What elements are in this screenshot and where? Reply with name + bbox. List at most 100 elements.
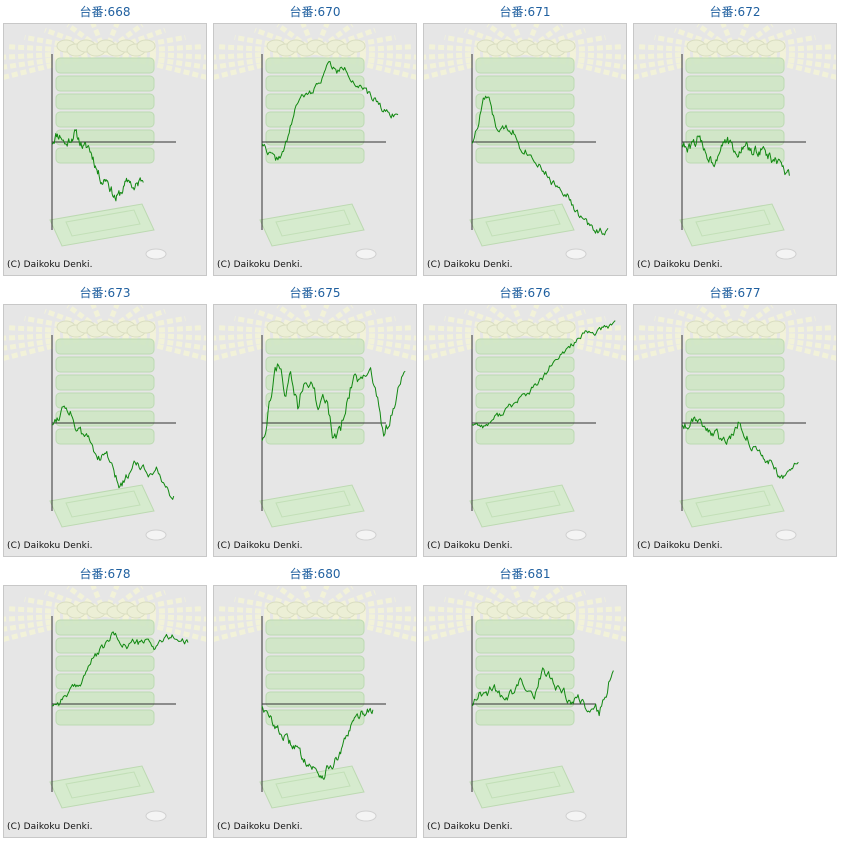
small-coin bbox=[355, 529, 377, 541]
bottom-tray-inner bbox=[695, 209, 771, 237]
chart-title-link[interactable]: 台番:670 bbox=[289, 5, 341, 19]
copyright-label: (C) Daikoku Denki. bbox=[427, 260, 513, 270]
slot-machine-background bbox=[424, 586, 626, 837]
tray bbox=[265, 637, 365, 654]
tray bbox=[265, 619, 365, 636]
ray bbox=[524, 611, 626, 642]
bottom-tray-inner bbox=[65, 771, 141, 799]
ray bbox=[524, 330, 626, 361]
bottom-tray-inner bbox=[275, 490, 351, 518]
bottom-tray-inner bbox=[275, 209, 351, 237]
chart-title-link[interactable]: 台番:677 bbox=[709, 286, 761, 300]
tray bbox=[55, 129, 155, 146]
bottom-tray-inner bbox=[65, 490, 141, 518]
chart-svg bbox=[4, 24, 206, 275]
ray bbox=[696, 24, 737, 55]
tray bbox=[55, 428, 155, 445]
ray bbox=[313, 24, 354, 55]
chart-grid: 台番:668 (C) Daikoku Denki. 台番:670 (C) Daikok… bbox=[3, 3, 842, 838]
tray bbox=[265, 673, 365, 690]
coin bbox=[136, 39, 156, 53]
ray bbox=[7, 606, 106, 617]
tray bbox=[265, 374, 365, 391]
chart-cell: 台番:680 (C) Daikoku Denki. bbox=[213, 565, 417, 838]
ray bbox=[66, 305, 107, 336]
slot-machine-background bbox=[4, 24, 206, 275]
ray bbox=[217, 606, 316, 617]
ray bbox=[734, 49, 836, 80]
coin bbox=[346, 320, 366, 334]
chart-cell: 台番:670 (C) Daikoku Denki. bbox=[213, 3, 417, 276]
chart-title-link[interactable]: 台番:671 bbox=[499, 5, 551, 19]
series-line bbox=[261, 363, 406, 442]
chart-frame: (C) Daikoku Denki. bbox=[423, 23, 627, 276]
copyright-label: (C) Daikoku Denki. bbox=[7, 541, 93, 551]
ray bbox=[637, 325, 736, 336]
tray bbox=[55, 410, 155, 427]
series-line bbox=[471, 320, 616, 429]
series-line bbox=[261, 705, 374, 780]
tray bbox=[685, 147, 785, 164]
ray bbox=[523, 586, 564, 617]
chart-title-link[interactable]: 台番:668 bbox=[79, 5, 131, 19]
chart-cell: 台番:672 (C) Daikoku Denki. bbox=[633, 3, 837, 276]
chart-frame: (C) Daikoku Denki. bbox=[3, 585, 207, 838]
tray bbox=[475, 129, 575, 146]
chart-cell: 台番:675 (C) Daikoku Denki. bbox=[213, 284, 417, 557]
coin bbox=[346, 601, 366, 615]
tray bbox=[265, 75, 365, 92]
chart-title-link[interactable]: 台番:675 bbox=[289, 286, 341, 300]
chart-cell: 台番:676 (C) Daikoku Denki. bbox=[423, 284, 627, 557]
small-coin bbox=[565, 810, 587, 822]
chart-frame: (C) Daikoku Denki. bbox=[423, 304, 627, 557]
tray bbox=[685, 392, 785, 409]
ray bbox=[104, 330, 206, 361]
chart-title-link[interactable]: 台番:672 bbox=[709, 5, 761, 19]
chart-frame: (C) Daikoku Denki. bbox=[633, 23, 837, 276]
tray bbox=[475, 410, 575, 427]
tray bbox=[475, 709, 575, 726]
chart-title-link[interactable]: 台番:680 bbox=[289, 567, 341, 581]
tray bbox=[55, 655, 155, 672]
tray bbox=[475, 57, 575, 74]
ray bbox=[103, 24, 144, 55]
ray bbox=[66, 24, 107, 55]
chart-title-link[interactable]: 台番:676 bbox=[499, 286, 551, 300]
chart-title-link[interactable]: 台番:673 bbox=[79, 286, 131, 300]
ray bbox=[276, 24, 317, 55]
chart-cell: 台番:673 (C) Daikoku Denki. bbox=[3, 284, 207, 557]
tray bbox=[55, 147, 155, 164]
bottom-tray-inner bbox=[485, 771, 561, 799]
slot-machine-background bbox=[634, 24, 836, 275]
copyright-label: (C) Daikoku Denki. bbox=[217, 260, 303, 270]
ray bbox=[427, 606, 526, 617]
tray bbox=[475, 655, 575, 672]
tray bbox=[475, 75, 575, 92]
series-line bbox=[261, 61, 399, 161]
tray bbox=[55, 338, 155, 355]
ray bbox=[313, 305, 354, 336]
tray bbox=[55, 374, 155, 391]
chart-title-link[interactable]: 台番:681 bbox=[499, 567, 551, 581]
tray bbox=[685, 356, 785, 373]
coin bbox=[136, 320, 156, 334]
series-line bbox=[681, 416, 799, 479]
ray bbox=[66, 586, 107, 617]
tray bbox=[55, 619, 155, 636]
tray bbox=[55, 75, 155, 92]
copyright-label: (C) Daikoku Denki. bbox=[7, 822, 93, 832]
ray bbox=[276, 586, 317, 617]
ray bbox=[103, 305, 144, 336]
tray bbox=[475, 637, 575, 654]
coin bbox=[136, 601, 156, 615]
chart-title-link[interactable]: 台番:678 bbox=[79, 567, 131, 581]
tray bbox=[475, 338, 575, 355]
series-line bbox=[681, 135, 790, 176]
coin bbox=[556, 39, 576, 53]
tray bbox=[265, 410, 365, 427]
copyright-label: (C) Daikoku Denki. bbox=[217, 541, 303, 551]
ray bbox=[104, 49, 206, 80]
tray bbox=[685, 75, 785, 92]
ray bbox=[733, 24, 774, 55]
tray bbox=[475, 356, 575, 373]
